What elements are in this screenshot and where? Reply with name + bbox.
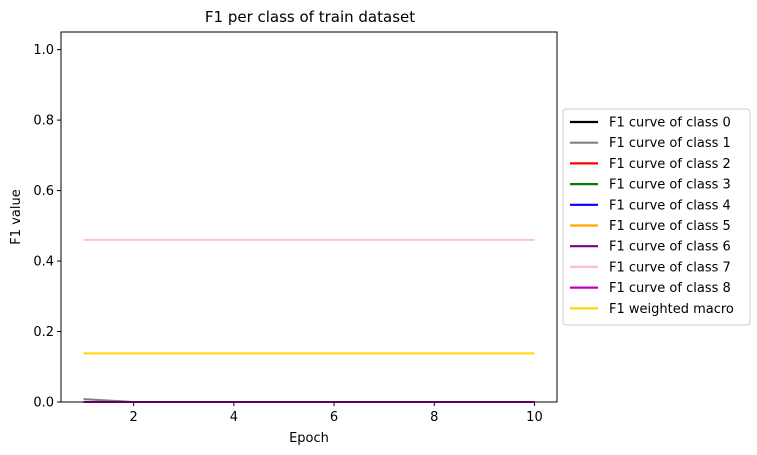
y-axis-label: F1 value	[9, 189, 24, 244]
plot-border	[60, 31, 558, 403]
y-tick-label: 1.0	[33, 43, 54, 58]
legend-label-f1-curve-of-class-0: F1 curve of class 0	[609, 116, 731, 131]
legend-label-f1-curve-of-class-6: F1 curve of class 6	[609, 240, 731, 255]
x-tick-label: 8	[430, 410, 438, 425]
y-tick-label: 0.4	[33, 255, 54, 270]
y-axis: 0.0 0.2 0.4 0.6 0.8 1.0	[33, 43, 61, 411]
legend-label-f1-curve-of-class-1: F1 curve of class 1	[609, 136, 731, 151]
x-tick-label: 4	[230, 410, 238, 425]
legend-label-f1-weighted-macro: F1 weighted macro	[609, 302, 734, 317]
chart-title: F1 per class of train dataset	[205, 8, 415, 26]
x-axis: 2 4 6 8 10	[130, 402, 543, 425]
legend-label-f1-curve-of-class-7: F1 curve of class 7	[609, 260, 731, 275]
y-tick-label: 0.0	[33, 396, 54, 411]
y-tick-label: 0.8	[33, 114, 54, 129]
plot-background	[61, 32, 557, 402]
y-tick-label: 0.6	[33, 184, 54, 199]
plot-area	[60, 31, 558, 403]
legend-label-f1-curve-of-class-8: F1 curve of class 8	[609, 281, 731, 296]
legend-box	[562, 108, 751, 326]
legend-label-f1-curve-of-class-5: F1 curve of class 5	[609, 219, 731, 234]
legend-label-f1-curve-of-class-4: F1 curve of class 4	[609, 198, 731, 213]
x-tick-label: 6	[330, 410, 338, 425]
legend-label-f1-curve-of-class-3: F1 curve of class 3	[609, 178, 731, 193]
legend-label-f1-curve-of-class-2: F1 curve of class 2	[609, 157, 731, 172]
x-tick-label: 2	[130, 410, 138, 425]
x-axis-label: Epoch	[289, 431, 329, 446]
x-tick-label: 10	[526, 410, 543, 425]
legend: F1 curve of class 0 F1 curve of class 1 F1…	[562, 108, 751, 326]
y-tick-label: 0.2	[33, 325, 54, 340]
